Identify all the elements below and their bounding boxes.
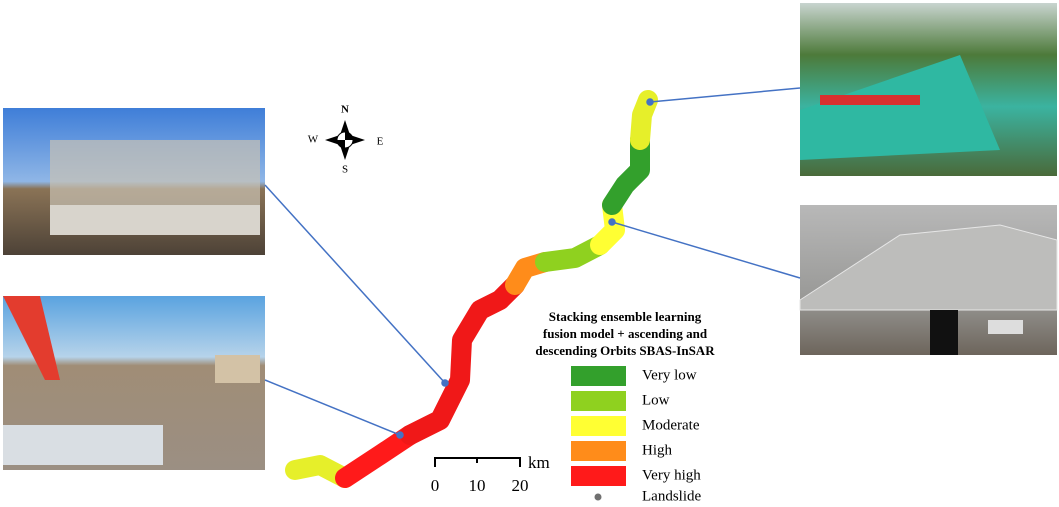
photo-bottom-left: [3, 296, 265, 470]
scale-bar: [434, 457, 521, 467]
pointer-lines: [264, 87, 801, 439]
map-title-line: descending Orbits SBAS-InSAR: [535, 343, 715, 358]
map-title-line: Stacking ensemble learning: [549, 309, 702, 324]
scale-unit: km: [528, 453, 550, 472]
landslide-marker: [594, 493, 602, 501]
legend-label: Moderate: [642, 417, 700, 433]
map-title-line: fusion model + ascending and: [543, 326, 708, 341]
legend-label: Very high: [642, 467, 701, 483]
legend-swatch: [571, 391, 626, 411]
scale-label: 0: [431, 476, 440, 495]
legend-swatch: [571, 441, 626, 461]
susceptibility-corridor: [285, 90, 658, 488]
legend-label: Low: [642, 392, 670, 408]
photo-top-left: [3, 108, 265, 255]
photo-top-right: [800, 3, 1057, 176]
compass-west: W: [308, 134, 319, 146]
compass-north: N: [341, 104, 349, 116]
legend-label: High: [642, 442, 673, 458]
legend-swatch: [571, 466, 626, 486]
compass-east: E: [377, 136, 384, 148]
legend-swatch: [571, 366, 626, 386]
compass: N E S W: [308, 104, 384, 176]
photo-mid-right: [799, 205, 1058, 355]
legend-label: Landslide: [642, 488, 701, 504]
legend-label: Very low: [642, 367, 697, 383]
scale-label: 20: [512, 476, 529, 495]
scale-label: 10: [469, 476, 486, 495]
legend-swatch: [571, 416, 626, 436]
compass-south: S: [342, 164, 348, 176]
